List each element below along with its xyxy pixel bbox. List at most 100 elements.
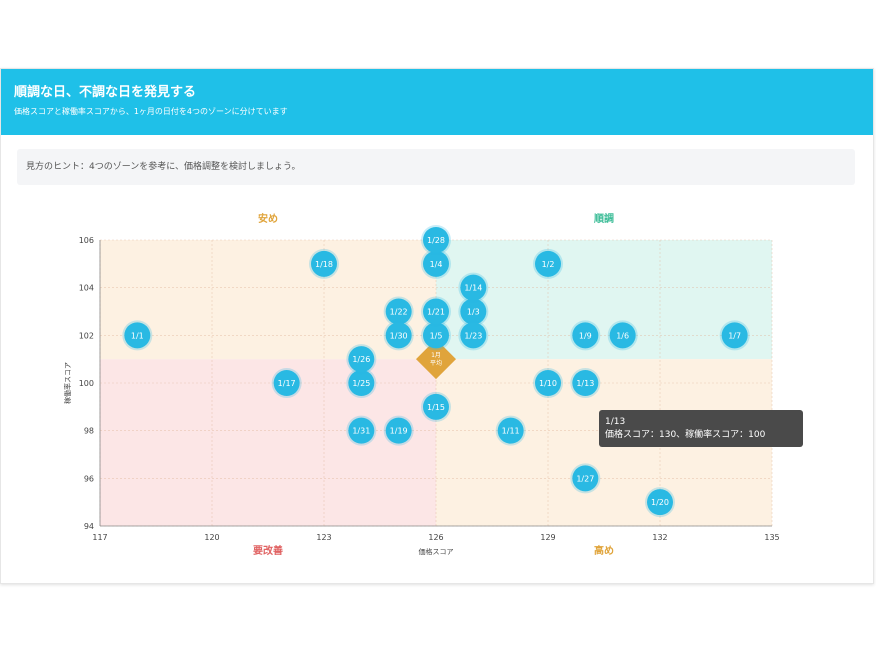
data-point: 1/26 xyxy=(346,344,377,375)
data-point-label: 1/3 xyxy=(467,308,480,317)
data-point: 1/5 xyxy=(421,320,451,351)
data-point-label: 1/23 xyxy=(464,331,482,340)
data-point-label: 1/1 xyxy=(131,331,144,340)
y-tick-label: 100 xyxy=(79,379,94,388)
data-point-label: 1/19 xyxy=(390,427,408,436)
chart-tooltip: 1/13 価格スコア：130、稼働率スコア：100 xyxy=(599,410,803,447)
data-point-bubble xyxy=(385,417,412,444)
y-tick-label: 94 xyxy=(84,522,94,531)
x-axis-label: 価格スコア xyxy=(419,547,454,556)
data-point: 1/23 xyxy=(458,320,489,351)
data-point-label: 1/17 xyxy=(278,379,296,388)
data-point-bubble xyxy=(423,322,449,349)
data-point-bubble xyxy=(460,298,487,325)
data-point-label: 1/13 xyxy=(576,379,594,388)
tooltip-date: 1/13 xyxy=(605,417,626,427)
data-point: 1/22 xyxy=(383,296,414,327)
zone-label-bottom-right: 高め xyxy=(594,544,614,557)
data-point: 1/30 xyxy=(383,320,414,351)
data-point-bubble xyxy=(609,322,636,349)
x-tick-label: 129 xyxy=(540,533,555,542)
zone-label-top-right: 順調 xyxy=(593,212,614,225)
x-tick-label: 117 xyxy=(92,533,107,542)
y-tick-label: 102 xyxy=(79,331,94,340)
data-point-bubble xyxy=(535,250,561,277)
data-point: 1/13 xyxy=(570,368,601,398)
data-point-bubble xyxy=(385,298,412,325)
data-point-label: 1/9 xyxy=(579,331,592,340)
zone-bottom-left xyxy=(100,359,436,526)
data-point: 1/19 xyxy=(383,415,414,446)
data-point-bubble xyxy=(311,250,337,277)
average-marker xyxy=(416,339,456,380)
data-point-bubble xyxy=(423,393,449,420)
y-tick-label: 106 xyxy=(79,236,94,245)
data-point-bubble xyxy=(385,322,412,349)
data-point: 1/4 xyxy=(421,248,451,279)
data-point: 1/9 xyxy=(570,320,601,351)
data-point-label: 1/20 xyxy=(651,498,669,507)
data-point: 1/14 xyxy=(458,272,489,303)
data-point-bubble xyxy=(460,322,487,349)
data-point: 1/1 xyxy=(122,320,153,351)
data-point-bubble xyxy=(721,322,748,349)
data-point-bubble xyxy=(572,322,599,349)
data-point: 1/17 xyxy=(271,368,302,398)
data-point: 1/11 xyxy=(495,415,526,446)
data-point-label: 1/7 xyxy=(728,331,741,340)
tooltip-text: 価格スコア：130、稼働率スコア：100 xyxy=(605,430,766,440)
zone-label-top-left: 安め xyxy=(258,212,278,225)
y-axis-label: 稼働率スコア xyxy=(63,362,72,404)
average-marker-label: 平均 xyxy=(430,359,442,367)
data-point: 1/27 xyxy=(570,463,601,494)
data-point-label: 1/2 xyxy=(542,260,555,269)
data-point-label: 1/18 xyxy=(315,260,333,269)
data-point-label: 1/21 xyxy=(427,308,445,317)
data-point-bubble xyxy=(572,465,599,492)
data-point-bubble xyxy=(423,298,449,325)
data-point-label: 1/22 xyxy=(390,308,408,317)
card-title: 順調な日、不調な日を発見する xyxy=(14,85,197,100)
zone-top-right xyxy=(436,240,772,360)
data-point: 1/21 xyxy=(421,296,451,327)
data-point: 1/7 xyxy=(719,320,750,351)
data-point-label: 1/30 xyxy=(390,331,408,340)
data-point: 1/2 xyxy=(533,248,563,279)
x-tick-label: 135 xyxy=(764,533,779,542)
data-point-label: 1/4 xyxy=(430,260,443,269)
data-point-bubble xyxy=(497,417,524,444)
data-point-bubble xyxy=(423,227,449,253)
y-tick-label: 104 xyxy=(79,284,94,293)
data-point-label: 1/25 xyxy=(352,379,370,388)
data-point-bubble xyxy=(423,250,449,277)
data-point-bubble xyxy=(460,274,487,301)
data-point: 1/15 xyxy=(421,391,451,422)
data-point-bubble xyxy=(572,370,599,396)
x-tick-label: 120 xyxy=(204,533,219,542)
data-point-label: 1/26 xyxy=(352,355,370,364)
data-point: 1/31 xyxy=(346,415,377,446)
data-point-bubble xyxy=(273,370,300,396)
data-point-label: 1/15 xyxy=(427,403,445,412)
card-header: 順調な日、不調な日を発見する 価格スコアと稼働率スコアから、1ヶ月の日付を4つの… xyxy=(1,69,873,135)
zone-label-bottom-left: 要改善 xyxy=(253,544,283,557)
data-point: 1/28 xyxy=(421,225,451,255)
data-point: 1/20 xyxy=(645,487,675,518)
data-point-label: 1/10 xyxy=(539,379,557,388)
y-tick-label: 98 xyxy=(84,427,94,436)
zone-top-left xyxy=(100,240,436,360)
data-point: 1/3 xyxy=(458,296,489,327)
data-point: 1/18 xyxy=(309,248,339,279)
data-point-label: 1/14 xyxy=(464,284,482,293)
data-point-bubble xyxy=(348,346,375,373)
data-point-label: 1/31 xyxy=(352,427,370,436)
data-point-label: 1/27 xyxy=(576,474,594,483)
hint-box: 見方のヒント：4つのゾーンを参考に、価格調整を検討しましょう。 xyxy=(17,149,855,185)
data-point-bubble xyxy=(647,489,673,516)
data-point-bubble xyxy=(124,322,151,349)
data-point-bubble xyxy=(348,370,375,396)
data-point-label: 1/6 xyxy=(616,331,629,340)
data-point: 1/10 xyxy=(533,368,563,398)
data-point-label: 1/11 xyxy=(502,427,520,436)
